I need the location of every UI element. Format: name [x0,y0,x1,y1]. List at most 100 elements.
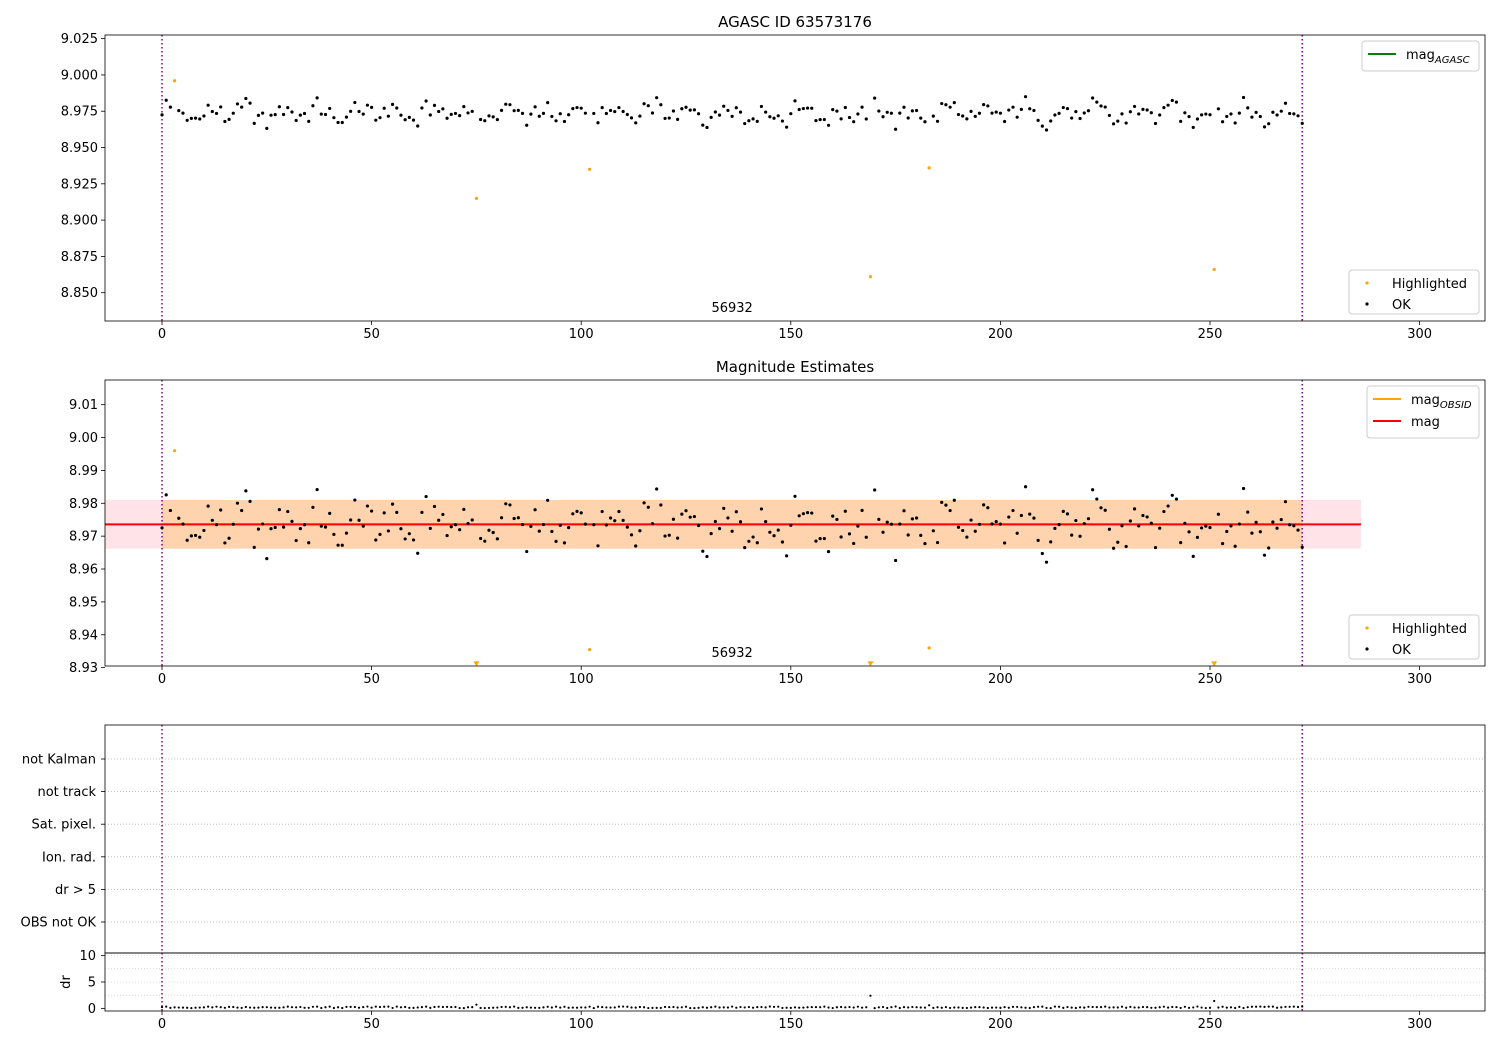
data-point [1220,541,1225,546]
data-point [214,523,219,527]
dr-point [932,1006,935,1009]
data-point [1246,510,1250,514]
data-point [944,503,948,507]
dr-point [1150,1006,1153,1009]
data-point [395,106,399,110]
dr-point [215,1005,218,1008]
dr-point [529,1006,533,1009]
axes-frame [104,952,1486,1012]
y-tick-label: 8.96 [69,563,98,578]
x-tick-label: 200 [988,1017,1013,1032]
dr-point [588,1005,591,1008]
data-point [1099,506,1103,510]
data-point [390,102,395,106]
data-point [382,106,386,110]
dr-point [496,1006,499,1009]
dr-point [408,1006,411,1009]
data-point [864,535,868,539]
dr-point [454,1005,457,1009]
data-point [713,519,717,524]
data-point [240,508,244,513]
dr-point [362,1006,365,1009]
data-point [1296,114,1300,118]
dr-point [240,1006,243,1010]
data-point [931,529,935,533]
data-point [1187,530,1191,534]
dr-point [928,1004,931,1007]
x-tick-label: 50 [363,327,380,342]
data-point [722,506,726,510]
data-point [1179,540,1183,545]
data-point [831,514,835,518]
data-point [868,275,873,279]
dr-point [831,1006,834,1010]
data-point [579,106,583,110]
dr-point [177,1006,180,1009]
x-tick-label: 50 [363,1017,380,1032]
dr-point [751,1006,755,1009]
data-point [537,114,541,118]
dr-point [236,1006,239,1009]
dr-point [441,1005,444,1009]
dr-point [877,1006,880,1009]
data-point [831,108,835,112]
data-point [567,526,571,530]
dr-point [458,1006,461,1010]
dr-point [412,1006,415,1009]
y-tick-label: 8.98 [69,497,98,512]
data-point [1061,105,1065,110]
dr-point [248,1006,252,1009]
legend-marker [1365,302,1369,306]
data-point [407,532,411,536]
data-point [919,533,923,537]
axes-frame [104,379,1486,667]
dr-point [538,1006,541,1009]
data-point [349,518,353,522]
data-point [1183,521,1187,525]
data-point [1124,121,1128,125]
data-point [319,112,323,116]
dr-point [613,1006,616,1009]
data-point [307,541,311,545]
dr-point [366,1005,369,1008]
dr-point [806,1006,809,1009]
data-point [655,487,659,491]
data-point [1187,114,1191,119]
dr-point [580,1006,583,1009]
chart-title: AGASC ID 63573176 [718,13,872,31]
x-tick-label: 250 [1198,1017,1223,1032]
dr-point [336,1006,340,1009]
data-point [370,105,374,109]
data-point [1086,517,1091,521]
dr-point [768,1005,771,1008]
data-point [738,520,743,524]
dr-point [651,1006,654,1009]
data-point [520,522,525,527]
data-point [650,522,655,526]
dr-point [592,1006,595,1010]
dr-point [760,1005,763,1009]
data-point [546,498,550,502]
dr-point [1116,1006,1119,1009]
data-point [168,508,172,513]
data-point [206,103,210,107]
data-point [277,507,281,512]
data-point [554,119,558,123]
data-point [441,512,445,517]
legend-label: Highlighted [1392,622,1467,637]
data-point [462,507,466,511]
dr-point [1133,1006,1136,1009]
data-point [801,106,805,111]
data-point [328,511,332,515]
dr-point [554,1005,558,1008]
dr-point [186,1006,189,1009]
data-point [671,517,676,521]
data-point [378,532,382,536]
dr-point [689,1006,692,1010]
data-point [617,105,621,110]
data-point [1149,521,1153,525]
data-point [374,118,378,122]
data-point [453,111,458,116]
data-point [1237,522,1241,526]
data-point [717,527,722,531]
